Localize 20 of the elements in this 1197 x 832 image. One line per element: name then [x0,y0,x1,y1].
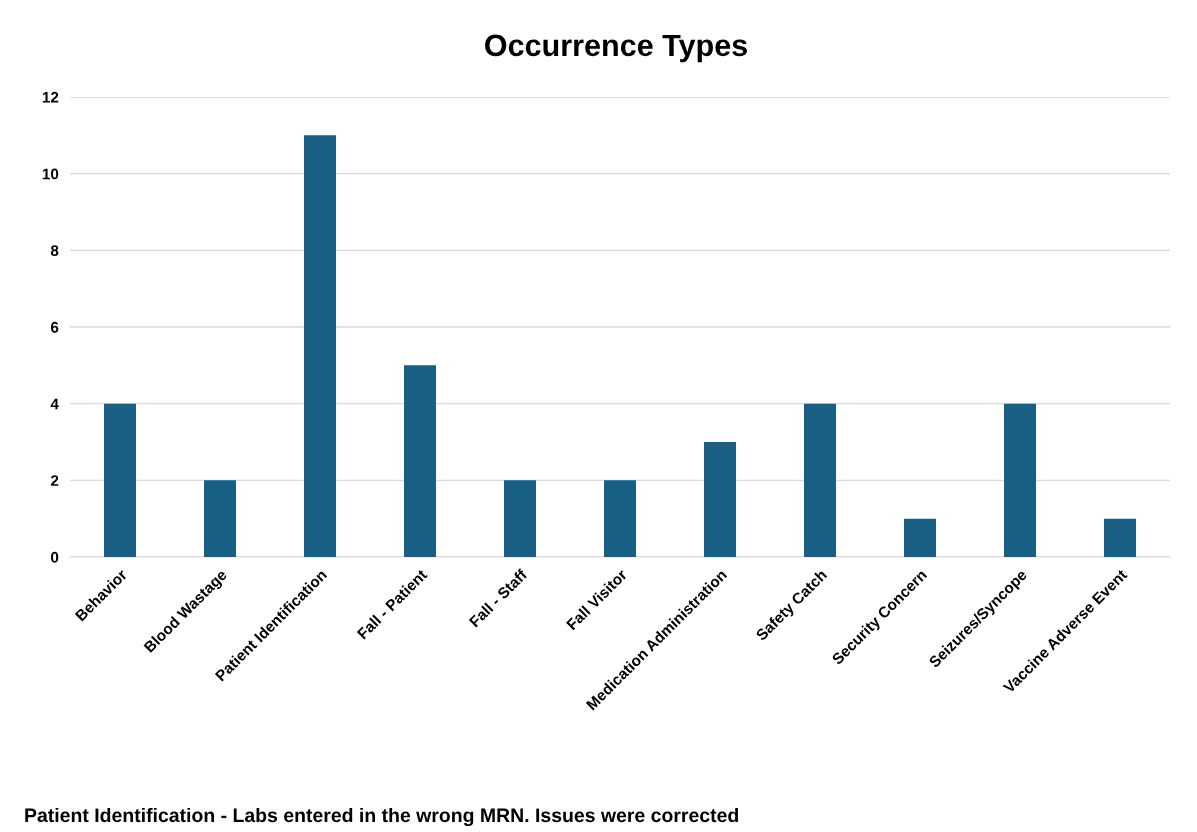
y-tick-label: 8 [50,245,59,257]
bar [704,442,736,557]
bar [404,365,436,557]
y-tick-label: 0 [51,551,59,563]
chart-title: Occurrence Types [485,34,747,63]
bar [104,403,136,557]
y-tick-label: 4 [50,398,59,410]
bar [304,135,336,557]
y-tick-label: 12 [42,91,59,103]
bar [804,403,836,557]
bar [204,480,236,557]
bar [504,480,536,557]
text: Patient Identification - Labs entered in the wrong MRN. Issues were corrected [25,807,738,827]
y-tick-label: 6 [50,321,59,333]
y-tick-label: 2 [50,475,59,486]
bar [1004,403,1036,557]
bar [604,480,636,557]
bar [1104,518,1136,557]
bar [904,518,936,557]
y-tick-label: 10 [42,168,59,180]
